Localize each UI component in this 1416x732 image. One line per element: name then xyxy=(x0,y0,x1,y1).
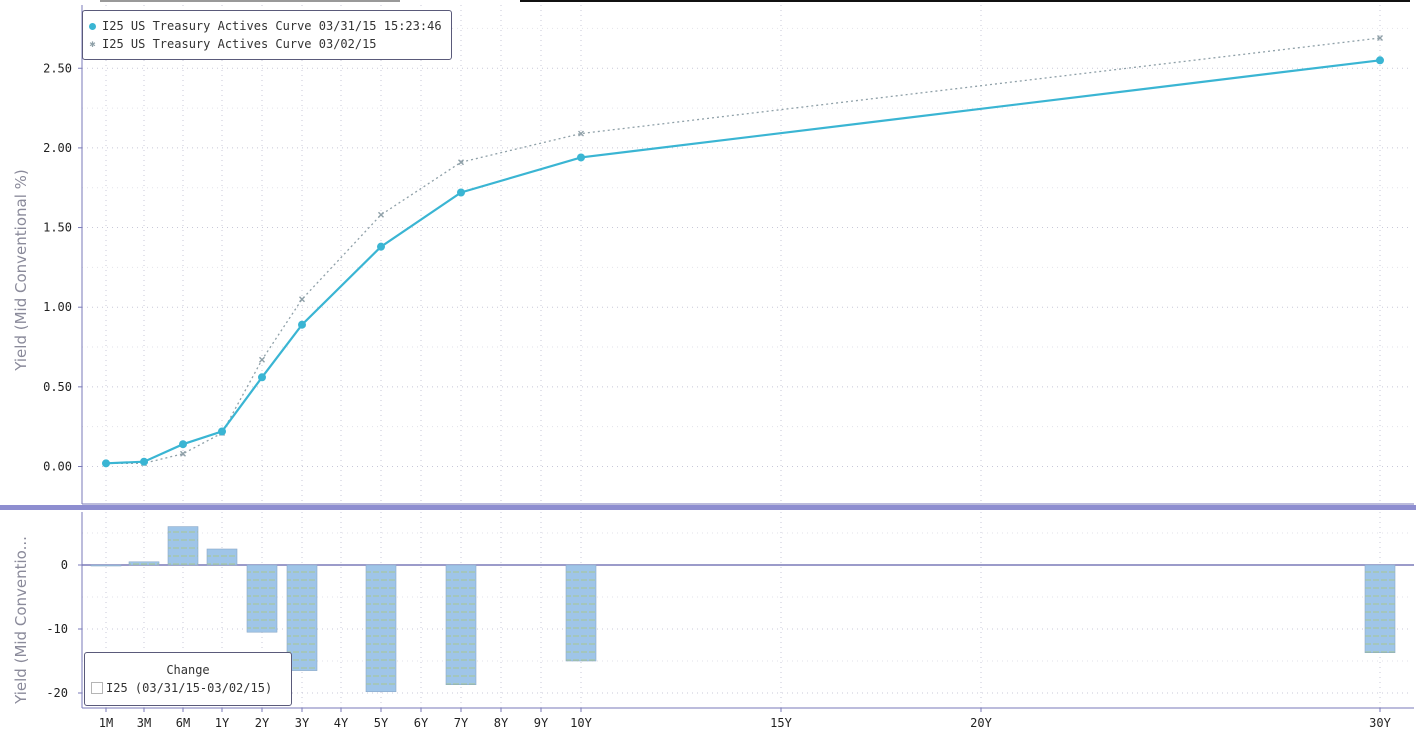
x-marker-stroke-b xyxy=(259,356,265,363)
change-bar-3M xyxy=(128,561,160,566)
x-marker-icon: ✱ xyxy=(89,38,96,50)
lower-y-axis-label: Yield (Mid Conventio... xyxy=(12,536,30,705)
x-tick-labels: 1M 3M 6M 1Y 2Y 3Y 4Y 5Y 6Y 7Y 8Y 9Y 10Y 15Y 20Y 30Y xyxy=(99,708,1392,730)
xtick-label-1Y: 1Y xyxy=(215,716,230,730)
ytick-label-lower-2: -20 xyxy=(46,686,68,700)
ytick-label-upper-4: 2.00 xyxy=(43,141,72,155)
xtick-label-15Y: 15Y xyxy=(770,716,792,730)
point-current-3Y xyxy=(298,320,306,329)
xtick-label-10Y: 10Y xyxy=(570,716,592,730)
xtick-label-6M: 6M xyxy=(176,716,190,730)
xtick-label-8Y: 8Y xyxy=(494,716,509,730)
series-line-current xyxy=(105,59,1381,465)
point-current-6M xyxy=(179,440,187,449)
point-current-3M xyxy=(140,457,148,466)
x-marker-previous-3Y xyxy=(299,296,305,303)
xtick-label-1M: 1M xyxy=(99,716,113,730)
xtick-label-7Y: 7Y xyxy=(454,716,469,730)
upper-grid xyxy=(82,5,1410,504)
x-marker-stroke-b xyxy=(378,211,384,218)
point-current-10Y xyxy=(577,153,585,162)
upper-y-axis-label: Yield (Mid Conventional %) xyxy=(12,169,30,371)
legend-label-current: I25 US Treasury Actives Curve 03/31/15 1… xyxy=(102,19,442,33)
series-line-previous xyxy=(106,37,1381,464)
point-current-1M xyxy=(102,459,110,468)
x-marker-previous-10Y xyxy=(578,130,584,137)
legend-title-change: Change xyxy=(166,663,210,677)
change-bars xyxy=(90,526,1396,693)
upper-legend: I25 US Treasury Actives Curve 03/31/15 1… xyxy=(82,10,452,60)
point-current-7Y xyxy=(457,188,465,197)
x-marker-previous-30Y xyxy=(1377,34,1383,41)
curve-lines xyxy=(102,34,1384,468)
xtick-label-5Y: 5Y xyxy=(374,716,389,730)
change-bar-30Y xyxy=(1364,564,1396,653)
change-bar-6M xyxy=(167,526,199,566)
panel-divider xyxy=(0,505,1416,510)
legend-label-previous: I25 US Treasury Actives Curve 03/02/15 xyxy=(102,37,377,51)
xtick-label-30Y: 30Y xyxy=(1369,716,1391,730)
point-current-1Y xyxy=(218,427,226,436)
point-current-2Y xyxy=(258,373,266,382)
xtick-label-2Y: 2Y xyxy=(255,716,270,730)
x-marker-stroke-b xyxy=(180,450,186,457)
ytick-label-upper-2: 1.00 xyxy=(43,300,72,314)
change-bar-10Y xyxy=(565,564,597,662)
circle-marker-icon xyxy=(89,22,96,30)
x-marker-stroke-b xyxy=(578,130,584,137)
bar-swatch-icon xyxy=(91,682,103,694)
ytick-label-upper-0: 0.00 xyxy=(43,460,72,474)
upper-axes: 0.00 0.50 1.00 1.50 2.00 2.50 xyxy=(0,5,1416,510)
xtick-label-3M: 3M xyxy=(137,716,151,730)
point-current-5Y xyxy=(377,242,385,251)
legend-entry-current: I25 US Treasury Actives Curve 03/31/15 1… xyxy=(83,17,451,35)
x-marker-stroke-b xyxy=(458,159,464,166)
x-marker-previous-6M xyxy=(180,450,186,457)
change-bar-7Y xyxy=(445,564,477,685)
legend-entry-change: I25 (03/31/15-03/02/15) xyxy=(85,679,291,697)
ytick-label-upper-1: 0.50 xyxy=(43,380,72,394)
ytick-label-upper-3: 1.50 xyxy=(43,221,72,235)
xtick-label-3Y: 3Y xyxy=(295,716,310,730)
change-bar-5Y xyxy=(365,564,397,693)
legend-label-change: I25 (03/31/15-03/02/15) xyxy=(106,681,273,695)
xtick-label-6Y: 6Y xyxy=(414,716,429,730)
top-border-line xyxy=(520,0,1410,2)
change-bar-3Y xyxy=(286,564,318,671)
x-marker-previous-5Y xyxy=(378,211,384,218)
change-bar-2Y xyxy=(246,564,278,633)
ytick-label-lower-1: -10 xyxy=(46,622,68,636)
change-bar-1M xyxy=(90,564,122,567)
x-marker-stroke-b xyxy=(1377,34,1383,41)
x-marker-previous-2Y xyxy=(259,356,265,363)
xtick-label-20Y: 20Y xyxy=(970,716,992,730)
legend-entry-previous: ✱ I25 US Treasury Actives Curve 03/02/15 xyxy=(83,35,451,53)
change-bar-1Y xyxy=(206,548,238,566)
xtick-label-4Y: 4Y xyxy=(334,716,349,730)
ytick-label-lower-0: 0 xyxy=(61,558,68,572)
top-stub-line xyxy=(100,0,400,2)
x-marker-stroke-b xyxy=(299,296,305,303)
x-marker-previous-7Y xyxy=(458,159,464,166)
ytick-label-upper-5: 2.50 xyxy=(43,61,72,75)
lower-legend: Change I25 (03/31/15-03/02/15) xyxy=(84,652,292,706)
point-current-30Y xyxy=(1376,56,1384,65)
xtick-label-9Y: 9Y xyxy=(534,716,549,730)
